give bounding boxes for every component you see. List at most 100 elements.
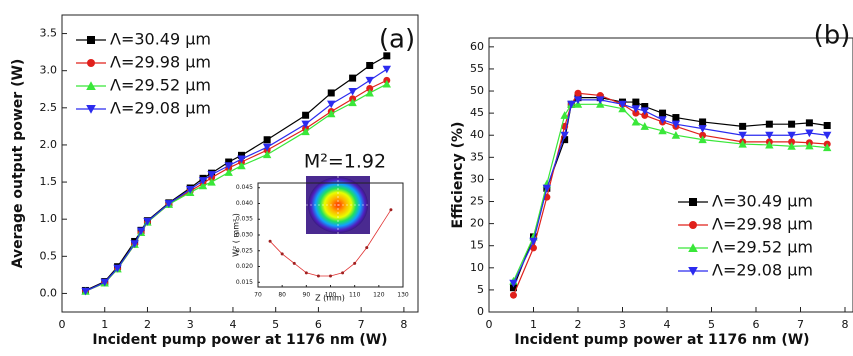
y-tick-label: 30 — [470, 172, 484, 185]
y-tick-label: 3.0 — [40, 64, 58, 77]
x-tick-label: 1 — [530, 318, 537, 331]
marker — [739, 123, 746, 130]
y-tick-label: 35 — [470, 150, 484, 163]
marker — [348, 88, 356, 96]
y-tick-label: 40 — [470, 128, 484, 141]
marker — [824, 122, 831, 129]
marker — [349, 75, 356, 82]
marker — [641, 122, 649, 130]
x-axis-label: Incident pump power at 1176 nm (W) — [514, 332, 809, 348]
marker — [317, 274, 320, 277]
y-axis-label: Average output power (W) — [10, 59, 26, 269]
y-tick-label: 0.0 — [40, 286, 58, 299]
y-tick-label: 0.020 — [236, 263, 253, 270]
legend-label: Λ=29.52 µm — [110, 76, 211, 95]
marker — [269, 240, 272, 243]
x-tick-label: 5 — [272, 318, 279, 331]
y-tick-label: 55 — [470, 62, 484, 75]
marker — [329, 274, 332, 277]
y-tick-label: 10 — [470, 261, 484, 274]
annotation: M²=1.92 — [304, 151, 386, 173]
legend-marker — [689, 198, 697, 206]
panel-label: (a) — [379, 25, 415, 55]
legend-marker — [87, 36, 95, 44]
x-tick-label: 0 — [59, 318, 66, 331]
legend-marker — [87, 59, 95, 67]
x-tick-label: 6 — [752, 318, 759, 331]
x-tick-label: 3 — [619, 318, 626, 331]
legend-marker — [689, 221, 697, 229]
y-tick-label: 3.5 — [40, 27, 58, 40]
page: 0123456780.00.51.01.52.02.53.03.5Inciden… — [0, 0, 853, 356]
marker — [389, 208, 392, 211]
y-axis-label: W² ( mm² ) — [232, 213, 241, 257]
marker — [264, 136, 271, 143]
x-tick-label: 8 — [841, 318, 848, 331]
x-tick-label: 1 — [101, 318, 108, 331]
marker — [328, 89, 335, 96]
x-tick-label: 70 — [254, 292, 262, 299]
y-tick-label: 60 — [470, 40, 484, 53]
marker — [281, 252, 284, 255]
legend-label: Λ=29.98 µm — [110, 53, 211, 72]
y-tick-label: 2.5 — [40, 101, 58, 114]
y-tick-label: 45 — [470, 106, 484, 119]
x-tick-label: 130 — [397, 292, 409, 299]
figure: 0123456780.00.51.01.52.02.53.03.5Inciden… — [0, 0, 853, 356]
panel-label: (b) — [814, 21, 851, 51]
marker — [823, 132, 831, 140]
marker — [302, 112, 309, 119]
y-tick-label: 1.0 — [40, 212, 58, 225]
x-tick-label: 110 — [349, 292, 361, 299]
marker — [341, 271, 344, 274]
y-tick-label: 15 — [470, 239, 484, 252]
y-tick-label: 0.045 — [236, 184, 253, 191]
x-tick-label: 2 — [144, 318, 151, 331]
y-tick-label: 2.0 — [40, 138, 58, 151]
y-tick-label: 50 — [470, 84, 484, 97]
x-tick-label: 5 — [708, 318, 715, 331]
x-tick-label: 90 — [303, 292, 311, 299]
x-tick-label: 2 — [574, 318, 581, 331]
x-axis-label: Incident pump power at 1176 nm (W) — [92, 332, 387, 348]
y-axis-label: Efficiency (%) — [450, 122, 466, 229]
y-tick-label: 25 — [470, 195, 484, 208]
x-axis-label: Z (mm) — [315, 294, 345, 303]
legend-label: Λ=30.49 µm — [712, 192, 813, 211]
x-tick-label: 0 — [486, 318, 493, 331]
y-tick-label: 0.015 — [236, 279, 253, 286]
y-tick-label: 20 — [470, 217, 484, 230]
marker — [806, 119, 813, 126]
marker — [366, 62, 373, 69]
y-tick-label: 0.5 — [40, 249, 58, 262]
marker — [659, 110, 666, 117]
y-tick-label: 1.5 — [40, 175, 58, 188]
marker — [353, 262, 356, 265]
x-tick-label: 4 — [663, 318, 670, 331]
x-tick-label: 120 — [373, 292, 385, 299]
marker — [788, 121, 795, 128]
x-tick-label: 7 — [797, 318, 804, 331]
marker — [305, 271, 308, 274]
marker — [366, 77, 374, 85]
marker — [672, 114, 679, 121]
y-tick-label: 5 — [477, 283, 484, 296]
marker — [632, 99, 639, 106]
y-tick-label: 0 — [477, 305, 484, 318]
marker — [365, 246, 368, 249]
x-tick-label: 4 — [229, 318, 236, 331]
x-tick-label: 8 — [400, 318, 407, 331]
marker — [383, 66, 391, 74]
marker — [293, 262, 296, 265]
x-tick-label: 3 — [187, 318, 194, 331]
marker — [510, 292, 517, 299]
marker — [574, 90, 581, 97]
x-tick-label: 7 — [358, 318, 365, 331]
x-tick-label: 6 — [315, 318, 322, 331]
marker — [766, 121, 773, 128]
legend-label: Λ=29.08 µm — [110, 99, 211, 118]
legend-label: Λ=30.49 µm — [110, 30, 211, 49]
marker — [383, 52, 390, 59]
legend-label: Λ=29.08 µm — [712, 261, 813, 280]
y-tick-label: 0.040 — [236, 200, 253, 207]
